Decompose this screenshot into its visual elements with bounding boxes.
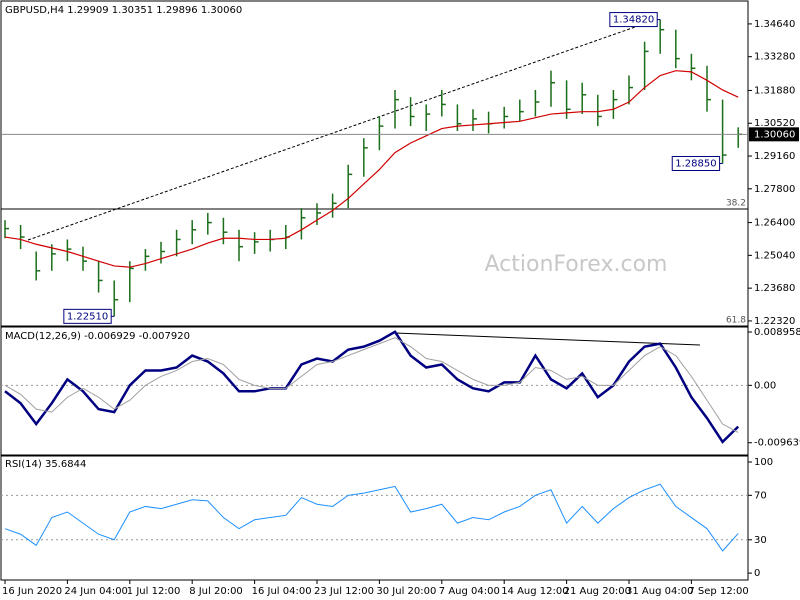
- annotation: 1.22510: [67, 311, 108, 322]
- macd-pane-border: [0, 326, 749, 456]
- x-tick-label: 16 Jun 2020: [2, 586, 62, 597]
- annotation: 1.28850: [675, 159, 716, 170]
- current-price-label: 1.30060: [754, 129, 795, 140]
- y-tick-label: 30: [754, 535, 767, 546]
- fib-label: 61.8: [726, 316, 746, 326]
- x-tick-label: 31 Aug 04:00: [626, 586, 693, 597]
- indicator-line: [4, 337, 739, 433]
- y-tick-label: 0.00: [754, 380, 776, 391]
- x-tick-label: 24 Jun 04:00: [64, 586, 128, 597]
- x-tick-label: 7 Sep 12:00: [688, 586, 748, 597]
- y-tick-label: 0: [754, 568, 760, 579]
- x-tick-label: 7 Aug 04:00: [439, 586, 500, 597]
- macd-title: MACD(12,26,9) -0.006929 -0.007920: [5, 331, 190, 342]
- y-tick-label: -0.009639: [754, 438, 800, 449]
- y-tick-label: 1.33280: [754, 52, 795, 63]
- y-tick-label: 1.34640: [754, 19, 795, 30]
- indicator-line: [4, 483, 739, 552]
- y-tick-label: 1.31880: [754, 85, 795, 96]
- x-tick-label: 30 Jul 20:00: [376, 586, 436, 597]
- moving-average: [4, 70, 739, 268]
- y-tick-label: 1.25040: [754, 250, 795, 261]
- y-tick-label: 1.27800: [754, 184, 795, 195]
- y-tick-label: 1.30520: [754, 118, 795, 129]
- y-tick-label: 1.22320: [754, 316, 795, 327]
- y-tick-label: 0.008958: [754, 327, 800, 338]
- rsi-pane-border: [0, 455, 749, 581]
- divergence-line: [394, 332, 701, 346]
- rsi-title: RSI(14) 35.6844: [5, 459, 86, 470]
- current-price-box: [749, 127, 799, 142]
- x-tick-label: 14 Aug 12:00: [501, 586, 568, 597]
- indicator-line: [4, 330, 740, 444]
- main-pane-border: [0, 0, 749, 327]
- x-tick-label: 21 Aug 20:00: [564, 586, 631, 597]
- y-tick-label: 70: [754, 490, 767, 501]
- y-tick-label: 1.23680: [754, 283, 795, 294]
- trend-line: [27, 19, 656, 241]
- y-tick-label: 1.26400: [754, 218, 795, 229]
- x-tick-label: 23 Jul 12:00: [314, 586, 374, 597]
- x-tick-label: 8 Jul 20:00: [189, 586, 243, 597]
- fib-label: 38.2: [726, 199, 746, 209]
- x-tick-label: 1 Jul 12:00: [127, 586, 181, 597]
- watermark: ActionForex.com: [485, 252, 668, 277]
- y-tick-label: 100: [754, 457, 773, 468]
- annotation: 1.34820: [613, 15, 654, 26]
- main-title: GBPUSD,H4 1.29909 1.30351 1.29896 1.3006…: [5, 5, 242, 16]
- y-tick-label: 1.29160: [754, 151, 795, 162]
- x-tick-label: 16 Jul 04:00: [252, 586, 312, 597]
